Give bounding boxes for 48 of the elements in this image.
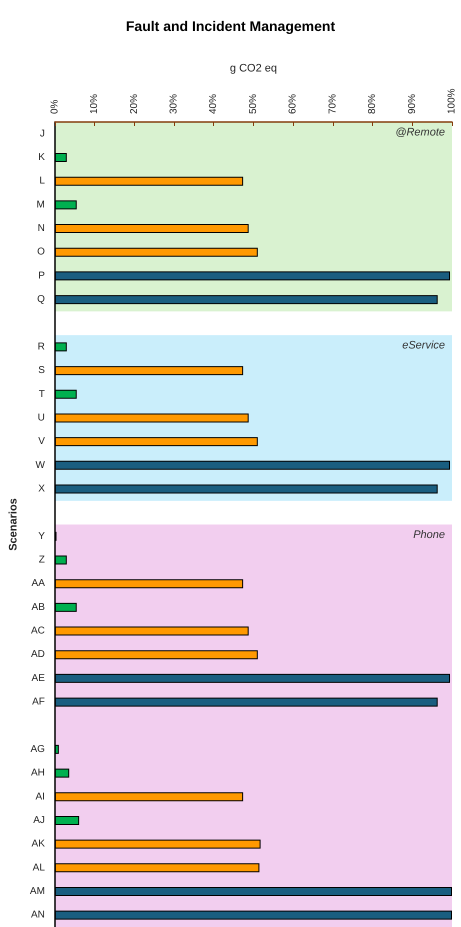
- y-tick-label: N: [38, 223, 45, 234]
- y-tick-label: Q: [37, 294, 46, 306]
- y-tick-label: L: [39, 176, 46, 187]
- y-tick-label: AE: [32, 672, 46, 684]
- x-tick-label: 100%: [446, 88, 458, 114]
- y-tick-label: AI: [35, 791, 45, 802]
- x-tick-label: 70%: [327, 94, 338, 114]
- y-tick-label: AA: [32, 578, 46, 590]
- y-tick-label: AC: [30, 626, 45, 637]
- y-tick-label: AL: [32, 862, 46, 874]
- y-tick-label: Y: [38, 530, 46, 542]
- x-axis-title: g CO2 eq: [230, 62, 277, 74]
- chart-title: Fault and Incident Management: [126, 18, 336, 34]
- y-tick-label: P: [38, 270, 46, 282]
- x-tick-label: 20%: [128, 94, 140, 114]
- band-label: eService: [402, 340, 445, 352]
- y-tick-label: J: [40, 128, 45, 140]
- y-tick-label: M: [36, 199, 45, 210]
- y-tick-label: AK: [32, 838, 46, 850]
- y-tick-label: W: [35, 460, 46, 471]
- y-tick-label: AH: [30, 768, 45, 779]
- band-label: Phone: [413, 529, 445, 541]
- x-tick-label: 90%: [406, 94, 418, 114]
- y-tick-label: R: [38, 341, 45, 352]
- y-tick-label: AB: [32, 602, 46, 613]
- y-tick-label: AN: [30, 910, 45, 921]
- x-tick-label: 30%: [168, 94, 180, 114]
- x-tick-label: 40%: [208, 94, 220, 114]
- x-tick-label: 0%: [49, 99, 60, 114]
- y-tick-label: AD: [30, 649, 45, 660]
- y-tick-label: AG: [30, 744, 46, 755]
- y-axis-title: Scenarios: [8, 498, 20, 551]
- band-label: @Remote: [395, 126, 445, 138]
- y-tick-label: X: [38, 483, 46, 494]
- y-tick-label: V: [38, 436, 46, 448]
- y-tick-label: T: [38, 388, 45, 400]
- y-tick-label: S: [38, 365, 46, 376]
- y-tick-label: Z: [38, 554, 45, 566]
- y-tick-label: AJ: [33, 814, 45, 826]
- x-tick-label: 80%: [367, 94, 378, 114]
- y-tick-label: O: [37, 246, 46, 258]
- y-tick-label: K: [38, 152, 46, 164]
- y-tick-label: U: [38, 412, 45, 424]
- x-tick-label: 50%: [248, 94, 259, 114]
- y-tick-label: AF: [32, 696, 45, 708]
- x-tick-label: 60%: [288, 94, 299, 114]
- x-tick-label: 10%: [89, 94, 100, 114]
- y-tick-label: AM: [30, 886, 45, 897]
